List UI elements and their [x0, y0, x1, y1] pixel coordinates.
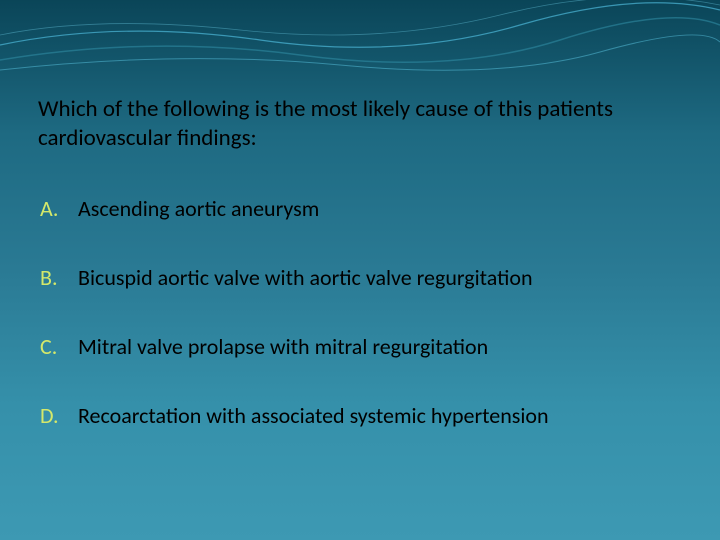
option-letter: C.	[40, 333, 68, 360]
options-list: A. Ascending aortic aneurysm B. Bicuspid…	[38, 195, 682, 429]
option-c: C. Mitral valve prolapse with mitral reg…	[40, 333, 682, 360]
option-text: Recoarctation with associated systemic h…	[78, 402, 549, 429]
slide-content: Which of the following is the most likel…	[0, 0, 720, 501]
question-text: Which of the following is the most likel…	[38, 95, 682, 153]
option-text: Bicuspid aortic valve with aortic valve …	[78, 264, 533, 291]
option-text: Mitral valve prolapse with mitral regurg…	[78, 333, 488, 360]
option-d: D. Recoarctation with associated systemi…	[40, 402, 682, 429]
option-text: Ascending aortic aneurysm	[78, 195, 319, 222]
option-b: B. Bicuspid aortic valve with aortic val…	[40, 264, 682, 291]
option-a: A. Ascending aortic aneurysm	[40, 195, 682, 222]
option-letter: D.	[40, 402, 68, 429]
option-letter: A.	[40, 195, 68, 222]
option-letter: B.	[40, 264, 68, 291]
slide-container: Which of the following is the most likel…	[0, 0, 720, 540]
